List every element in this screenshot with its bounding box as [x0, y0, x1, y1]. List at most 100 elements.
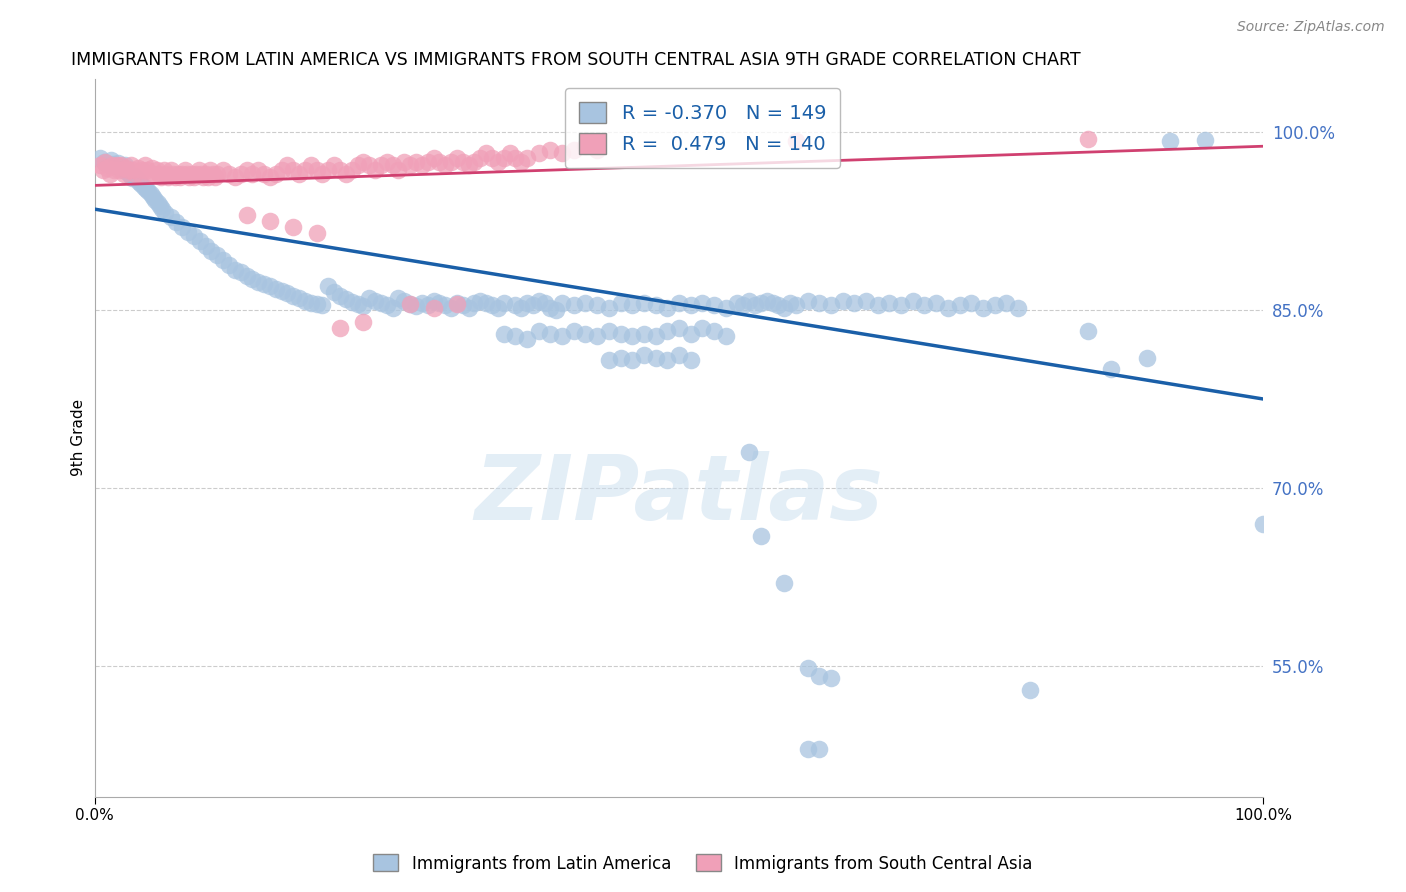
Point	[276, 158, 298, 172]
Point	[124, 169, 146, 183]
Point	[1159, 135, 1181, 149]
Point	[283, 219, 305, 234]
Point	[551, 296, 574, 310]
Point	[131, 163, 153, 178]
Point	[129, 167, 152, 181]
Point	[429, 296, 451, 310]
Point	[177, 225, 200, 239]
Point	[796, 742, 818, 756]
Point	[364, 163, 387, 178]
Point	[1077, 325, 1099, 339]
Point	[574, 139, 596, 153]
Point	[422, 293, 444, 308]
Point	[107, 156, 129, 170]
Point	[679, 352, 702, 367]
Point	[194, 167, 217, 181]
Point	[434, 298, 457, 312]
Point	[621, 329, 644, 343]
Point	[925, 296, 948, 310]
Point	[844, 296, 866, 310]
Point	[574, 296, 596, 310]
Point	[200, 244, 222, 258]
Point	[527, 293, 550, 308]
Point	[457, 301, 479, 315]
Point	[1018, 682, 1040, 697]
Point	[808, 742, 831, 756]
Point	[470, 293, 492, 308]
Point	[516, 296, 538, 310]
Point	[714, 329, 737, 343]
Point	[149, 198, 172, 212]
Point	[657, 352, 679, 367]
Point	[142, 190, 165, 204]
Point	[352, 300, 374, 314]
Point	[527, 325, 550, 339]
Point	[118, 168, 141, 182]
Point	[218, 167, 240, 181]
Point	[644, 351, 666, 365]
Point	[416, 154, 439, 169]
Point	[416, 298, 439, 312]
Point	[1135, 351, 1157, 365]
Point	[394, 154, 416, 169]
Point	[169, 170, 191, 185]
Point	[633, 296, 655, 310]
Point	[429, 154, 451, 169]
Point	[121, 171, 143, 186]
Point	[422, 301, 444, 315]
Point	[305, 297, 328, 311]
Point	[166, 167, 188, 181]
Point	[551, 329, 574, 343]
Point	[972, 301, 994, 315]
Point	[207, 248, 229, 262]
Point	[773, 576, 796, 591]
Point	[411, 158, 433, 172]
Point	[152, 163, 174, 178]
Point	[498, 146, 520, 161]
Point	[381, 158, 404, 172]
Point	[132, 179, 155, 194]
Point	[138, 184, 160, 198]
Point	[714, 301, 737, 315]
Point	[135, 182, 157, 196]
Point	[212, 253, 235, 268]
Point	[538, 143, 561, 157]
Point	[122, 163, 145, 178]
Point	[229, 265, 252, 279]
Point	[370, 296, 392, 310]
Point	[609, 351, 631, 365]
Point	[562, 325, 585, 339]
Point	[270, 163, 292, 178]
Text: ZIPatlas: ZIPatlas	[474, 451, 883, 539]
Legend: R = -0.370   N = 149, R =  0.479   N = 140: R = -0.370 N = 149, R = 0.479 N = 140	[565, 88, 839, 168]
Point	[914, 298, 936, 312]
Point	[375, 298, 398, 312]
Point	[749, 296, 772, 310]
Point	[218, 258, 240, 272]
Point	[162, 167, 184, 181]
Point	[744, 298, 766, 312]
Point	[110, 161, 132, 175]
Point	[463, 296, 485, 310]
Point	[703, 298, 725, 312]
Point	[318, 279, 340, 293]
Point	[212, 163, 235, 178]
Point	[194, 239, 217, 253]
Point	[481, 298, 503, 312]
Point	[193, 170, 215, 185]
Point	[633, 348, 655, 362]
Point	[359, 158, 381, 172]
Y-axis label: 9th Grade: 9th Grade	[72, 399, 86, 476]
Point	[609, 296, 631, 310]
Point	[96, 156, 118, 170]
Point	[111, 163, 134, 178]
Point	[145, 163, 167, 178]
Point	[305, 226, 328, 240]
Point	[440, 301, 463, 315]
Point	[505, 151, 527, 165]
Point	[820, 298, 842, 312]
Point	[335, 167, 357, 181]
Point	[100, 153, 122, 168]
Point	[434, 158, 457, 172]
Point	[352, 154, 374, 169]
